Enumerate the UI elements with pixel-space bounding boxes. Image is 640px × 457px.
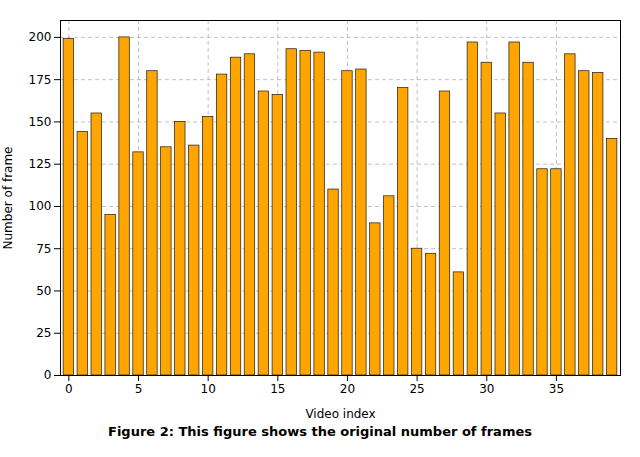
html-text:Figure 2: This figure shows th: Figure 2: This figure shows the original… [108,424,532,439]
svg-text:75: 75 [36,242,51,256]
svg-text:100: 100 [29,199,52,213]
svg-text:30: 30 [479,382,494,396]
svg-text:0: 0 [65,382,73,396]
svg-text:Video index: Video index [305,407,375,421]
svg-text:15: 15 [270,382,285,396]
svg-text:50: 50 [36,284,51,298]
svg-text:0: 0 [44,368,52,382]
svg-text:150: 150 [29,115,52,129]
svg-text:200: 200 [29,30,52,44]
svg-text:20: 20 [340,382,355,396]
svg-text:125: 125 [29,157,52,171]
svg-text:175: 175 [29,73,52,87]
svg-text:25: 25 [36,326,51,340]
svg-text:35: 35 [549,382,564,396]
svg-text:5: 5 [135,382,143,396]
svg-text:10: 10 [201,382,216,396]
svg-text:Number of frame: Number of frame [1,147,15,250]
svg-text:25: 25 [409,382,424,396]
